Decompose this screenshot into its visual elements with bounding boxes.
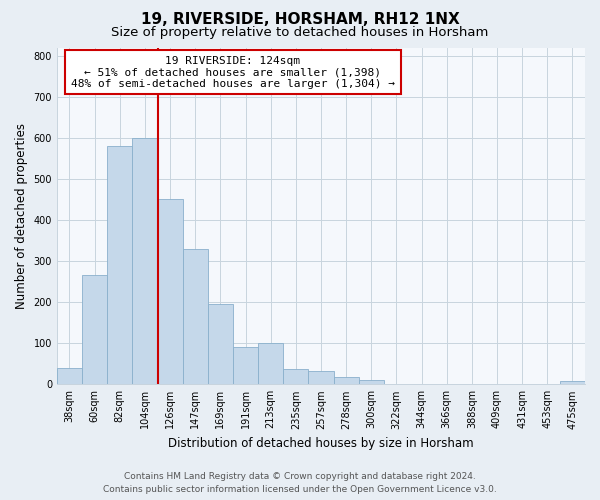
Text: Contains HM Land Registry data © Crown copyright and database right 2024.
Contai: Contains HM Land Registry data © Crown c… xyxy=(103,472,497,494)
X-axis label: Distribution of detached houses by size in Horsham: Distribution of detached houses by size … xyxy=(168,437,474,450)
Bar xyxy=(334,377,359,384)
Bar xyxy=(158,200,182,384)
Bar xyxy=(208,304,233,384)
Bar xyxy=(258,343,283,384)
Bar xyxy=(107,146,133,384)
Y-axis label: Number of detached properties: Number of detached properties xyxy=(15,123,28,309)
Bar xyxy=(560,381,585,384)
Bar xyxy=(308,371,334,384)
Bar xyxy=(133,138,158,384)
Bar xyxy=(359,380,384,384)
Bar xyxy=(182,249,208,384)
Bar xyxy=(82,276,107,384)
Bar xyxy=(233,348,258,385)
Bar xyxy=(283,368,308,384)
Text: 19, RIVERSIDE, HORSHAM, RH12 1NX: 19, RIVERSIDE, HORSHAM, RH12 1NX xyxy=(140,12,460,28)
Text: Size of property relative to detached houses in Horsham: Size of property relative to detached ho… xyxy=(112,26,488,39)
Text: 19 RIVERSIDE: 124sqm
← 51% of detached houses are smaller (1,398)
48% of semi-de: 19 RIVERSIDE: 124sqm ← 51% of detached h… xyxy=(71,56,395,89)
Bar xyxy=(57,368,82,384)
